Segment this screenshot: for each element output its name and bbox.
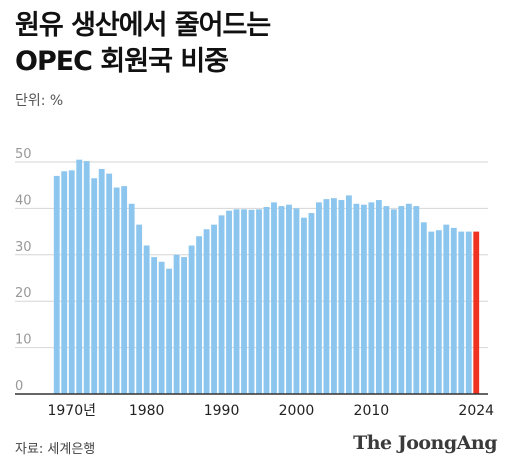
bar-2000 <box>293 208 300 394</box>
bar-2010 <box>368 202 375 394</box>
x-tick-label-1980: 1980 <box>129 403 165 419</box>
bar-1978 <box>128 203 135 394</box>
bar-1977 <box>121 186 128 394</box>
bar-1991 <box>226 210 232 394</box>
bar-2015 <box>405 203 412 394</box>
bar-1979 <box>136 224 143 394</box>
y-tick-label: 30 <box>15 240 32 255</box>
bar-2023 <box>465 231 472 394</box>
bar-2019 <box>435 230 442 394</box>
y-tick-label: 40 <box>15 193 32 208</box>
x-tick-label-1970: 1970년 <box>47 403 96 419</box>
bar-2016 <box>413 206 420 394</box>
bar-2013 <box>390 209 397 394</box>
bar-1995 <box>256 209 262 394</box>
bar-1970 <box>68 170 75 394</box>
bar-1996 <box>263 207 270 394</box>
chart-title: 원유 생산에서 줄어드는 OPEC 회원국 비중 <box>15 10 271 77</box>
bar-1976 <box>113 187 120 394</box>
bar-1986 <box>188 245 195 394</box>
bar-1982 <box>158 261 165 394</box>
bar-2009 <box>360 204 367 394</box>
y-tick-label: 20 <box>15 286 32 301</box>
bar-2011 <box>375 200 382 394</box>
bar-2007 <box>345 195 352 394</box>
bar-2017 <box>420 222 427 394</box>
y-tick-label: 50 <box>15 147 32 162</box>
bar-1998 <box>278 206 285 394</box>
bar-2022 <box>458 231 465 394</box>
bar-2005 <box>331 198 337 394</box>
bar-2020 <box>443 224 450 394</box>
bar-1992 <box>233 209 240 394</box>
bar-1974 <box>98 168 105 394</box>
bar-1999 <box>286 204 292 394</box>
bar-1975 <box>106 173 113 394</box>
y-tick-labels: 0 10 20 30 40 50 <box>15 147 32 394</box>
bars <box>53 159 480 394</box>
bar-2014 <box>398 206 405 394</box>
bar-1980 <box>143 245 150 394</box>
bar-1994 <box>248 209 255 394</box>
bar-2008 <box>353 203 360 394</box>
bar-1993 <box>241 209 247 394</box>
bar-2024 <box>473 231 480 394</box>
bar-1989 <box>211 224 217 394</box>
bar-1981 <box>151 257 158 394</box>
bar-1969 <box>61 171 68 394</box>
bar-1968 <box>53 175 60 394</box>
bar-2001 <box>301 217 307 394</box>
x-tick-label-1990: 1990 <box>204 403 240 419</box>
bar-2002 <box>308 213 315 394</box>
bar-1973 <box>91 178 98 394</box>
bar-1984 <box>173 254 180 394</box>
x-tick-label-2000: 2000 <box>279 403 315 419</box>
bar-1987 <box>196 236 202 394</box>
x-tick-label-2010: 2010 <box>354 403 390 419</box>
bar-2021 <box>450 227 457 394</box>
brand-logo: The JoongAng <box>353 432 497 454</box>
bar-2018 <box>428 231 435 394</box>
x-tick-label-2024: 2024 <box>458 403 494 419</box>
x-axis: 1970년 1980 1990 2000 2010 2024 <box>15 393 494 419</box>
bar-2012 <box>383 206 390 394</box>
bar-1988 <box>203 229 210 394</box>
unit-label: 단위: % <box>15 93 64 109</box>
y-tick-label: 0 <box>15 379 23 394</box>
y-tick-label: 10 <box>15 333 32 348</box>
bar-1985 <box>181 257 188 394</box>
bar-1990 <box>218 215 225 394</box>
bar-1972 <box>83 161 90 394</box>
bar-1997 <box>271 202 277 394</box>
source-note: 자료: 세계은행 <box>15 442 96 457</box>
bar-1971 <box>76 159 83 394</box>
bar-2003 <box>316 202 322 394</box>
bar-1983 <box>166 268 173 394</box>
bar-2004 <box>323 199 330 394</box>
bar-2006 <box>338 200 345 394</box>
